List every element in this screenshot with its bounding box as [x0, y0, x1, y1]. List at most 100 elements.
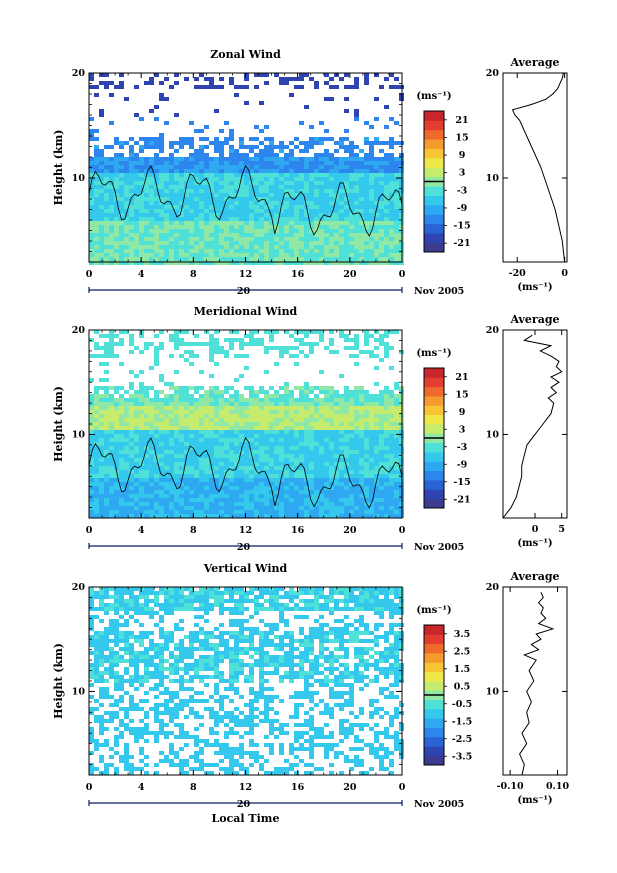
heatmap-cell	[344, 334, 349, 338]
heatmap-cell	[239, 410, 244, 414]
heatmap-cell	[109, 394, 114, 398]
heatmap-cell	[374, 470, 379, 474]
heatmap-cell	[384, 193, 389, 197]
heatmap-cell	[229, 342, 234, 346]
heatmap-cell	[134, 494, 139, 498]
heatmap-cell	[224, 418, 229, 422]
heatmap-cell	[314, 330, 319, 334]
heatmap-cell	[144, 217, 149, 221]
heatmap-cell	[194, 406, 199, 410]
heatmap-cell	[384, 462, 389, 466]
heatmap-cell	[359, 406, 364, 410]
heatmap-cell	[114, 446, 119, 450]
heatmap-cell	[379, 141, 384, 145]
heatmap-cell	[319, 514, 324, 518]
heatmap-cell	[394, 430, 399, 434]
heatmap-cell	[344, 169, 349, 173]
heatmap-cell	[244, 607, 249, 611]
heatmap-cell	[249, 462, 254, 466]
heatmap-cell	[309, 185, 314, 189]
heatmap-cell	[244, 506, 249, 510]
heatmap-cell	[344, 225, 349, 229]
heatmap-cell	[364, 462, 369, 466]
heatmap-cell	[104, 221, 109, 225]
heatmap-cell	[364, 466, 369, 470]
heatmap-cell	[129, 205, 134, 209]
heatmap-cell	[194, 482, 199, 486]
heatmap-cell	[114, 153, 119, 157]
heatmap-cell	[314, 603, 319, 607]
heatmap-cell	[119, 338, 124, 342]
heatmap-cell	[189, 398, 194, 402]
heatmap-cell	[89, 510, 94, 514]
heatmap-cell	[144, 438, 149, 442]
heatmap-cell	[154, 603, 159, 607]
heatmap-cell	[244, 446, 249, 450]
heatmap-cell	[239, 354, 244, 358]
heatmap-cell	[174, 438, 179, 442]
heatmap-cell	[379, 177, 384, 181]
heatmap-cell	[134, 161, 139, 165]
heatmap-cell	[194, 615, 199, 619]
heatmap-cell	[149, 514, 154, 518]
heatmap-cell	[324, 253, 329, 257]
heatmap-cell	[134, 233, 139, 237]
heatmap-cell	[359, 209, 364, 213]
heatmap-cell	[109, 430, 114, 434]
heatmap-cell	[89, 217, 94, 221]
heatmap-cell	[104, 450, 109, 454]
heatmap-cell	[269, 213, 274, 217]
colorbar-segment	[424, 205, 444, 215]
heatmap-cell	[259, 173, 264, 177]
heatmap-cell	[394, 454, 399, 458]
heatmap-cell	[279, 205, 284, 209]
heatmap-cell	[89, 137, 94, 141]
heatmap-cell	[349, 149, 354, 153]
heatmap-cell	[129, 145, 134, 149]
heatmap-cell	[339, 233, 344, 237]
heatmap-cell	[239, 233, 244, 237]
heatmap-cell	[294, 229, 299, 233]
heatmap-cell	[269, 241, 274, 245]
heatmap-cell	[369, 426, 374, 430]
heatmap-cell	[109, 145, 114, 149]
heatmap-cell	[114, 185, 119, 189]
heatmap-cell	[229, 430, 234, 434]
heatmap-cell	[244, 502, 249, 506]
heatmap-cell	[179, 470, 184, 474]
heatmap-cell	[109, 474, 114, 478]
heatmap-cell	[364, 169, 369, 173]
heatmap-cell	[374, 414, 379, 418]
heatmap-cell	[224, 510, 229, 514]
heatmap-cell	[184, 599, 189, 603]
heatmap-cell	[259, 101, 264, 105]
heatmap-cell	[139, 149, 144, 153]
heatmap-cell	[124, 157, 129, 161]
heatmap-cell	[279, 462, 284, 466]
heatmap-cell	[259, 619, 264, 623]
heatmap-cell	[339, 185, 344, 189]
heatmap-cell	[174, 241, 179, 245]
heatmap-cell	[254, 221, 259, 225]
heatmap-cell	[174, 506, 179, 510]
heatmap-cell	[164, 402, 169, 406]
profile-line	[511, 72, 566, 263]
heatmap-cell	[329, 494, 334, 498]
heatmap-cell	[204, 482, 209, 486]
heatmap-cell	[254, 482, 259, 486]
heatmap-cell	[299, 510, 304, 514]
heatmap-cell	[394, 253, 399, 257]
heatmap-cell	[354, 165, 359, 169]
heatmap-cell	[254, 490, 259, 494]
heatmap-cell	[154, 402, 159, 406]
heatmap-cell	[394, 595, 399, 599]
heatmap-cell	[159, 454, 164, 458]
heatmap-cell	[389, 414, 394, 418]
heatmap-cell	[179, 410, 184, 414]
heatmap-cell	[209, 386, 214, 390]
heatmap-cell	[389, 181, 394, 185]
heatmap-cell	[389, 394, 394, 398]
heatmap-cell	[314, 498, 319, 502]
heatmap-cell	[299, 390, 304, 394]
heatmap-cell	[274, 209, 279, 213]
